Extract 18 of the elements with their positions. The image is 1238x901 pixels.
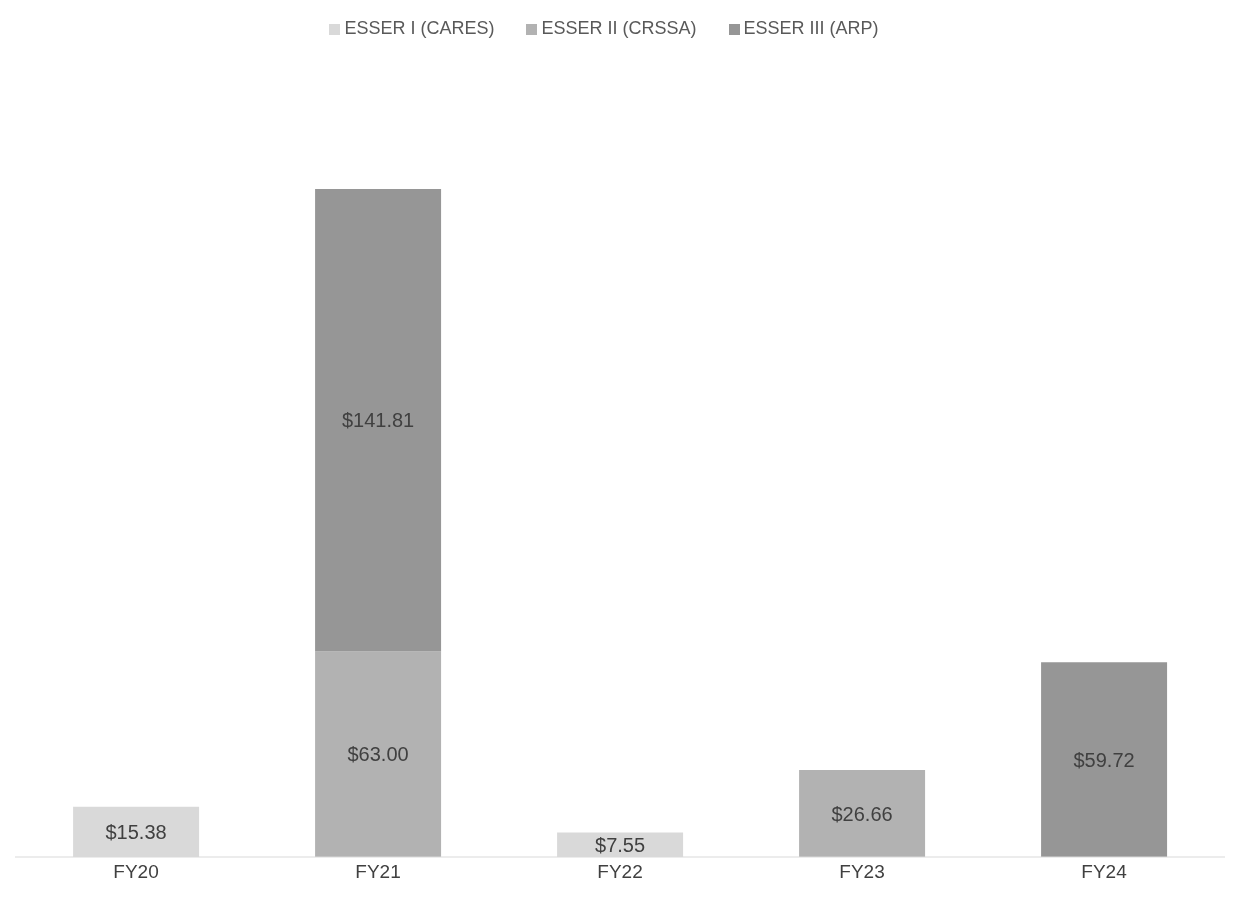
- legend-label: ESSER I (CARES): [344, 18, 495, 38]
- x-tick-label: FY22: [597, 861, 643, 883]
- data-label: $141.81: [341, 409, 415, 432]
- bar: [1041, 662, 1168, 857]
- bar: [315, 189, 442, 652]
- data-label: $59.72: [1073, 748, 1135, 771]
- data-label: $26.66: [831, 802, 893, 825]
- data-label: $15.38: [105, 820, 167, 843]
- x-tick-label: FY20: [113, 861, 159, 883]
- bar: [799, 770, 926, 857]
- data-label: $63.00: [347, 743, 409, 766]
- data-label: $7.55: [595, 833, 646, 856]
- legend-label: ESSER II (CRSSA): [541, 18, 697, 38]
- bar: [315, 651, 442, 857]
- legend-label: ESSER III (ARP): [743, 18, 879, 38]
- x-tick-label: FY23: [839, 861, 885, 883]
- x-tick-label: FY24: [1081, 861, 1128, 883]
- x-tick-label: FY21: [355, 861, 401, 883]
